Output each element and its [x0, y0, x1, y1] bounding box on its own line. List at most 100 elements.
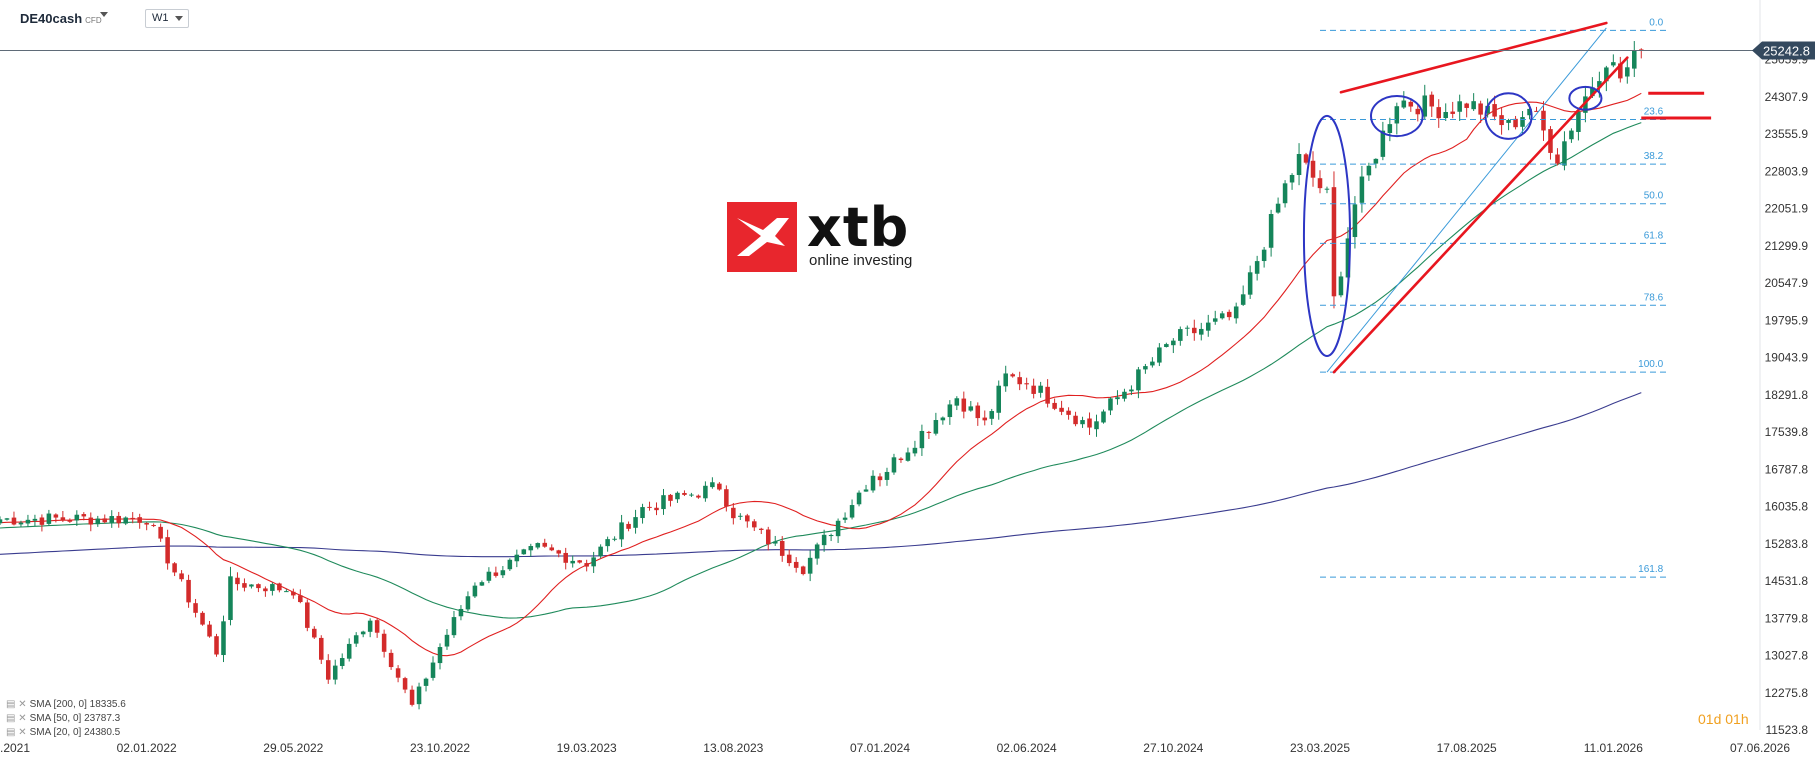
candle-body: [717, 483, 722, 490]
candle-body: [172, 563, 177, 573]
candle: [1233, 302, 1239, 324]
candle: [989, 408, 995, 425]
candle: [193, 598, 198, 618]
candle-body: [1387, 124, 1393, 134]
candle-body: [1576, 111, 1581, 132]
candle-body: [1045, 386, 1050, 404]
x-tick-label: 07.06.2026: [1730, 741, 1790, 755]
candle-body: [221, 621, 226, 656]
candle-body: [1625, 67, 1630, 77]
candle: [1024, 377, 1029, 390]
candle: [319, 635, 324, 664]
y-tick-label: 18291.8: [1765, 388, 1809, 402]
candle: [1436, 99, 1441, 128]
legend-sma20[interactable]: ▤ ✕ SMA [20, 0] 24380.5: [6, 726, 126, 740]
candle-body: [1345, 238, 1351, 278]
candle: [235, 572, 240, 591]
candle-body: [898, 458, 904, 461]
candle-body: [1597, 81, 1602, 88]
candle: [472, 582, 478, 598]
symbol-selector[interactable]: DE40cash CFD: [20, 11, 102, 26]
candle-body: [1178, 329, 1183, 341]
candle: [619, 514, 624, 547]
candle: [612, 536, 617, 542]
y-tick-label: 22051.9: [1765, 202, 1809, 216]
candle-body: [444, 634, 450, 647]
candle: [1380, 121, 1386, 161]
fib-level-label: 38.2: [1644, 151, 1664, 162]
candle: [277, 582, 282, 593]
candle-body: [158, 526, 163, 539]
candle-body: [661, 495, 666, 510]
candle: [647, 501, 652, 511]
candle: [1275, 197, 1281, 214]
candle-body: [591, 557, 596, 567]
x-tick-label: 17.08.2025: [1437, 741, 1497, 755]
candle: [696, 494, 701, 499]
candle: [360, 630, 366, 638]
legend-sma200[interactable]: ▤ ✕ SMA [200, 0] 18335.6: [6, 698, 126, 712]
candle: [1583, 87, 1588, 123]
candle-body: [60, 517, 66, 521]
candle-body: [1485, 105, 1490, 114]
candle-body: [1443, 112, 1448, 119]
candle-body: [1373, 158, 1379, 164]
chevron-down-icon[interactable]: [100, 12, 108, 17]
candle-body: [877, 476, 883, 481]
candle-body: [1562, 141, 1567, 166]
candle-body: [1164, 344, 1169, 347]
candle-body: [1303, 154, 1309, 163]
candle: [381, 629, 387, 658]
candle: [1541, 101, 1546, 141]
candle: [563, 547, 568, 570]
candle-body: [1129, 389, 1134, 392]
candle: [367, 618, 373, 638]
candle-body: [81, 514, 87, 517]
candle-body: [332, 665, 338, 680]
candle-body: [1604, 67, 1609, 82]
candle: [1164, 342, 1169, 348]
candle-body: [1024, 383, 1029, 385]
candle: [507, 558, 513, 571]
legend-label: SMA [200, 0]: [29, 699, 87, 710]
candle: [1611, 54, 1616, 68]
candle-body: [249, 584, 254, 587]
candle-body: [640, 507, 645, 519]
candle-body: [940, 417, 946, 421]
candle-body: [563, 552, 568, 563]
y-tick-label: 23555.9: [1765, 127, 1809, 141]
candle: [332, 659, 338, 685]
fib-level-label: 161.8: [1638, 564, 1663, 575]
candle-body: [472, 585, 478, 597]
y-tick-label: 17539.8: [1765, 425, 1809, 439]
candle-body: [0, 519, 3, 524]
candle: [123, 516, 128, 526]
legend-label: SMA [20, 0]: [29, 727, 82, 738]
candle-body: [1226, 311, 1232, 318]
candle-body: [1108, 398, 1113, 411]
y-tick-label: 13779.8: [1765, 611, 1809, 625]
candle-body: [710, 482, 715, 488]
timeframe-select[interactable]: W1: [145, 9, 189, 28]
legend-sma50[interactable]: ▤ ✕ SMA [50, 0] 23787.3: [6, 712, 126, 726]
candle-body: [116, 515, 121, 524]
candle-body: [1499, 115, 1504, 126]
candle: [919, 424, 925, 456]
candle: [1045, 379, 1050, 408]
candle: [654, 502, 659, 516]
candle-body: [814, 544, 820, 559]
candle: [1185, 325, 1190, 336]
x-tick-label: 27.10.2024: [1143, 741, 1203, 755]
candle: [388, 649, 394, 670]
candle: [249, 584, 254, 589]
candle: [1073, 411, 1078, 427]
candle: [731, 503, 736, 525]
candle: [1205, 314, 1211, 337]
candle-body: [402, 678, 408, 690]
candle-body: [779, 540, 785, 556]
candle: [772, 535, 778, 546]
candle: [479, 580, 485, 586]
candle: [863, 484, 869, 492]
candle: [60, 510, 66, 523]
